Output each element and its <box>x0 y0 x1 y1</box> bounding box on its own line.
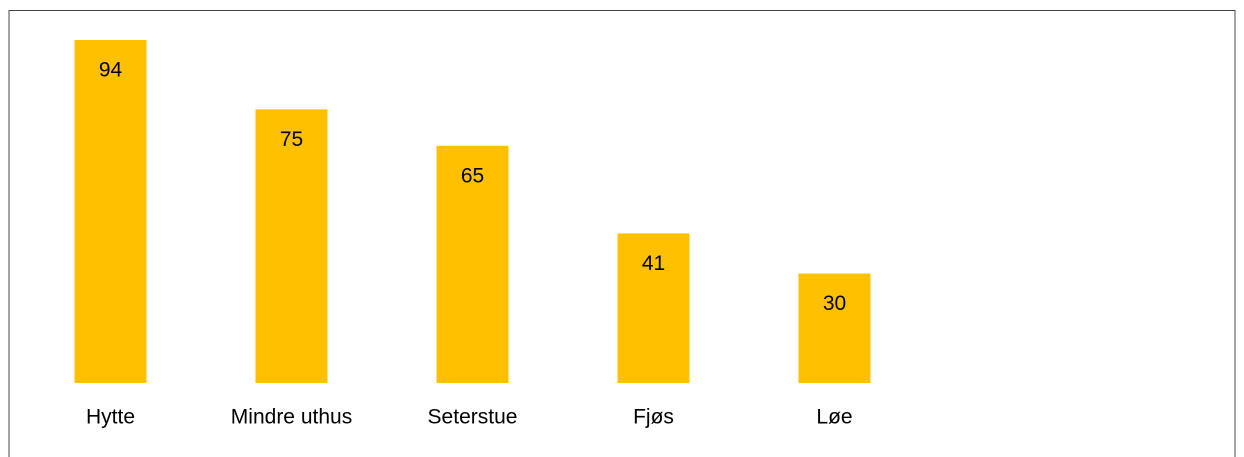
x-tick-label: Fjøs <box>633 406 674 429</box>
data-label: 94 <box>99 59 123 82</box>
data-label: 75 <box>280 128 303 151</box>
bar <box>74 40 147 383</box>
bar <box>436 145 509 383</box>
x-tick-label: Seterstue <box>428 406 518 429</box>
x-tick-label: Mindre uthus <box>231 406 352 429</box>
bar <box>617 233 690 383</box>
data-label: 41 <box>642 252 665 275</box>
chart-frame <box>8 10 1236 457</box>
x-tick-label: Løe <box>816 406 852 429</box>
bar <box>255 109 328 384</box>
data-label: 30 <box>823 292 846 315</box>
data-label: 65 <box>461 164 484 187</box>
bar <box>798 273 871 383</box>
x-tick-label: Hytte <box>86 406 135 429</box>
